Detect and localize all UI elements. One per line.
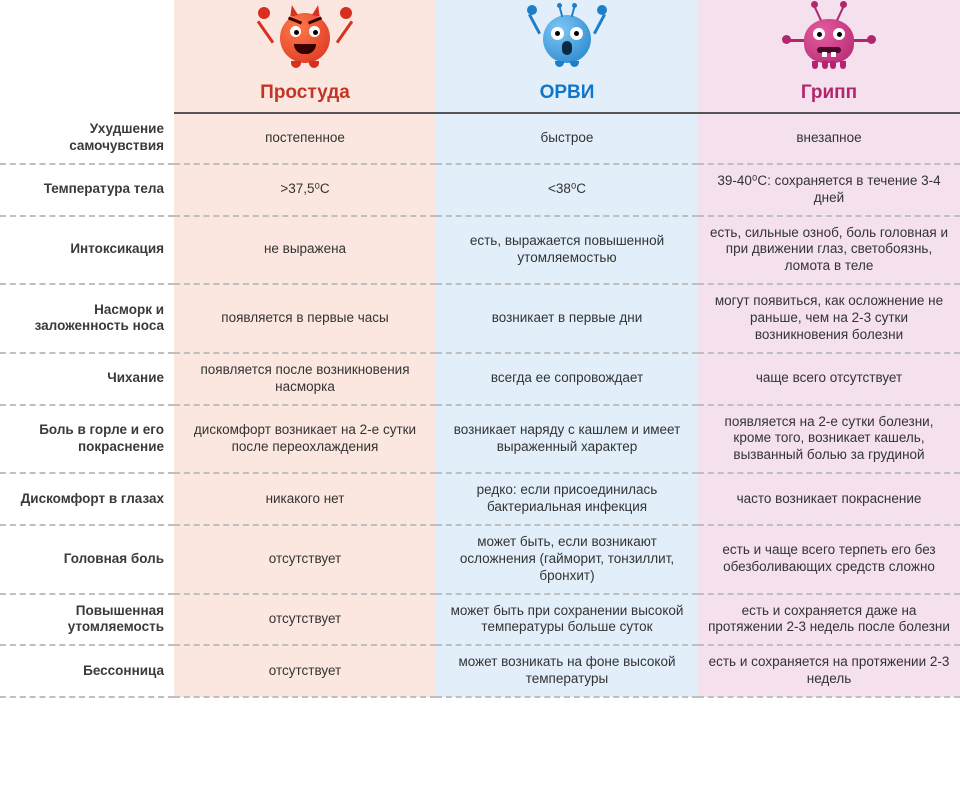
symptom-label: Бессонница <box>0 645 174 697</box>
cell-cold: появляется после возникновения насморка <box>174 353 436 405</box>
cell-flu: могут появиться, как осложнение не раньш… <box>698 284 960 353</box>
cell-cold: отсутствует <box>174 594 436 646</box>
cell-cold: никакого нет <box>174 473 436 525</box>
column-header-orvi: ОРВИ <box>436 78 698 113</box>
table-row: Насморк и заложенность носапоявляется в … <box>0 284 960 353</box>
symptom-label: Насморк и заложенность носа <box>0 284 174 353</box>
cell-flu: появляется на 2-е сутки болезни, кроме т… <box>698 405 960 474</box>
table-body: Ухудшение самочувствияпостепенноебыстрое… <box>0 113 960 697</box>
cell-orvi: может возникать на фоне высокой температ… <box>436 645 698 697</box>
cell-cold: отсутствует <box>174 645 436 697</box>
angry-red-monster-icon <box>280 13 330 68</box>
table-row: Повышенная утомляемостьотсутствуетможет … <box>0 594 960 646</box>
cell-cold: дискомфорт возникает на 2-е сутки после … <box>174 405 436 474</box>
symptom-label: Интоксикация <box>0 216 174 285</box>
table-row: Дискомфорт в глазахникакого нетредко: ес… <box>0 473 960 525</box>
cell-orvi: есть, выражается повышенной утомляемость… <box>436 216 698 285</box>
cell-flu: внезапное <box>698 113 960 164</box>
illness-comparison-table: Простуда ОРВИ Грипп Ухудшение самочувств… <box>0 0 960 698</box>
symptom-label: Боль в горле и его покраснение <box>0 405 174 474</box>
cell-cold: >37,5⁰С <box>174 164 436 216</box>
mascot-row <box>0 0 960 78</box>
cell-orvi: всегда ее сопровождает <box>436 353 698 405</box>
table-row: Интоксикацияне выраженаесть, выражается … <box>0 216 960 285</box>
table-row: Боль в горле и его покраснениедискомфорт… <box>0 405 960 474</box>
cell-flu: чаще всего отсутствует <box>698 353 960 405</box>
table-row: Ухудшение самочувствияпостепенноебыстрое… <box>0 113 960 164</box>
symptom-label: Дискомфорт в глазах <box>0 473 174 525</box>
pink-alien-monster-icon <box>804 19 854 68</box>
orvi-mascot-cell <box>436 0 698 78</box>
cell-cold: постепенное <box>174 113 436 164</box>
symptom-label: Повышенная утомляемость <box>0 594 174 646</box>
table-row: Бессонницаотсутствуетможет возникать на … <box>0 645 960 697</box>
cell-orvi: редко: если присоединилась бактериальная… <box>436 473 698 525</box>
cell-flu: есть, сильные озноб, боль головная и при… <box>698 216 960 285</box>
cell-orvi: быстрое <box>436 113 698 164</box>
cell-orvi: возникает наряду с кашлем и имеет выраже… <box>436 405 698 474</box>
header-row: Простуда ОРВИ Грипп <box>0 78 960 113</box>
cell-flu: есть и сохраняется даже на протяжении 2-… <box>698 594 960 646</box>
table-row: Чиханиепоявляется после возникновения на… <box>0 353 960 405</box>
cell-cold: появляется в первые часы <box>174 284 436 353</box>
column-header-flu: Грипп <box>698 78 960 113</box>
cell-flu: есть и сохраняется на протяжении 2-3 нед… <box>698 645 960 697</box>
symptom-label: Чихание <box>0 353 174 405</box>
symptom-label: Ухудшение самочувствия <box>0 113 174 164</box>
cell-cold: не выражена <box>174 216 436 285</box>
symptom-label: Температура тела <box>0 164 174 216</box>
flu-mascot-cell <box>698 0 960 78</box>
cell-orvi: <38⁰С <box>436 164 698 216</box>
cell-flu: часто возникает покраснение <box>698 473 960 525</box>
symptom-label: Головная боль <box>0 525 174 594</box>
comparison-table-wrapper: Простуда ОРВИ Грипп Ухудшение самочувств… <box>0 0 960 698</box>
cell-cold: отсутствует <box>174 525 436 594</box>
cold-mascot-cell <box>174 0 436 78</box>
cell-flu: 39-40⁰С: сохраняется в течение 3-4 дней <box>698 164 960 216</box>
cell-orvi: возникает в первые дни <box>436 284 698 353</box>
cell-orvi: может быть, если возникают осложнения (г… <box>436 525 698 594</box>
column-header-cold: Простуда <box>174 78 436 113</box>
table-row: Температура тела>37,5⁰С<38⁰С39-40⁰С: сох… <box>0 164 960 216</box>
cell-flu: есть и чаще всего терпеть его без обезбо… <box>698 525 960 594</box>
surprised-blue-monster-icon <box>543 15 591 68</box>
table-row: Головная больотсутствуетможет быть, если… <box>0 525 960 594</box>
cell-orvi: может быть при сохранении высокой темпер… <box>436 594 698 646</box>
